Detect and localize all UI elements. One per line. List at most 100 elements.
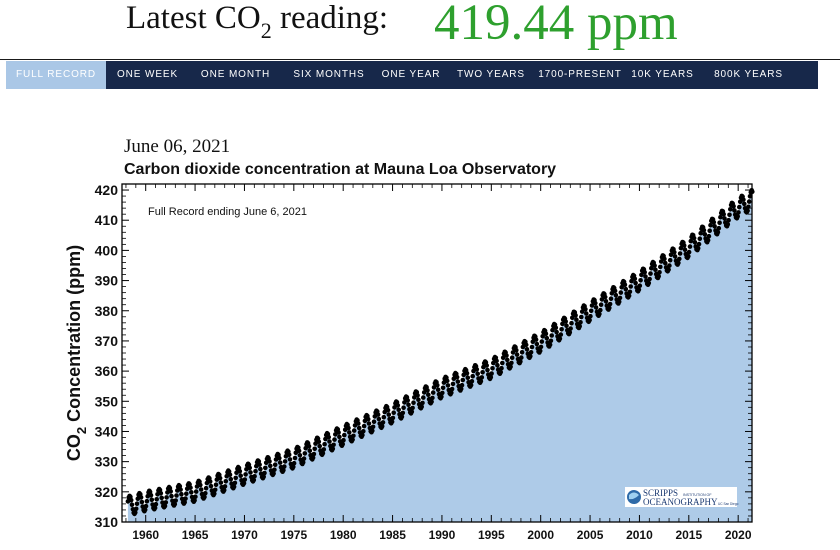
data-point [736, 210, 741, 215]
data-point [361, 423, 367, 429]
data-point [251, 477, 257, 483]
x-tick-label: 2015 [675, 528, 702, 542]
data-point [652, 263, 657, 268]
data-point [331, 442, 336, 448]
data-point [682, 247, 688, 252]
data-point [490, 366, 495, 371]
y-tick-label: 400 [95, 242, 119, 258]
data-point [435, 383, 440, 388]
tab-1700-present[interactable]: 1700-PRESENT [538, 69, 622, 80]
tab-one-year[interactable]: ONE YEAR [381, 69, 441, 80]
data-point [192, 498, 197, 503]
tab-six-months[interactable]: SIX MONTHS [293, 69, 365, 80]
data-point [257, 462, 262, 467]
data-point [182, 499, 187, 505]
data-point [389, 419, 395, 425]
data-point [238, 473, 243, 479]
data-point [499, 365, 504, 371]
data-point [286, 452, 292, 458]
data-point [330, 446, 336, 452]
data-point [742, 201, 747, 207]
data-point [548, 338, 554, 344]
data-point [133, 510, 138, 515]
data-point [530, 339, 536, 345]
tab-800k-years[interactable]: 800K YEARS [714, 69, 783, 80]
data-point [533, 337, 539, 342]
data-point [253, 468, 258, 474]
data-point [636, 287, 642, 292]
data-point [726, 217, 731, 223]
data-point [520, 344, 526, 350]
data-point [642, 270, 647, 275]
data-point [667, 257, 673, 263]
data-point [638, 278, 643, 283]
data-point [494, 358, 499, 364]
data-point [292, 455, 298, 461]
tab-full-record[interactable]: FULL RECORD [6, 61, 106, 89]
data-point [409, 409, 415, 415]
x-tick-label: 1985 [379, 528, 406, 542]
data-point [152, 505, 158, 511]
data-point [666, 267, 671, 272]
y-tick-label: 320 [95, 484, 119, 500]
data-point [514, 352, 520, 357]
data-point [172, 501, 178, 507]
data-point [550, 327, 555, 333]
data-point [356, 421, 361, 426]
data-point [613, 292, 619, 298]
data-point [459, 382, 465, 388]
data-point [696, 241, 702, 247]
data-point [716, 225, 722, 231]
data-point [702, 232, 708, 237]
tab-10k-years[interactable]: 10K YEARS [631, 69, 694, 80]
data-point [431, 385, 437, 390]
data-point [232, 480, 238, 486]
data-point [421, 390, 427, 395]
data-point [188, 485, 193, 491]
data-point [593, 300, 598, 306]
data-point [567, 330, 573, 335]
data-point [629, 278, 634, 284]
data-point [272, 462, 278, 468]
data-point [500, 360, 505, 366]
data-point [337, 434, 342, 440]
data-point [450, 381, 456, 387]
data-point [326, 434, 332, 440]
data-point [174, 493, 179, 498]
data-point [268, 463, 273, 469]
data-point [429, 399, 434, 405]
data-point [189, 494, 195, 500]
data-point [598, 302, 604, 308]
data-point [628, 284, 633, 289]
data-point [162, 503, 168, 509]
data-point [360, 432, 365, 438]
data-point [619, 284, 624, 290]
data-point [159, 495, 164, 501]
tab-two-years[interactable]: TWO YEARS [457, 69, 525, 80]
data-point [213, 482, 219, 488]
data-point [722, 216, 727, 221]
data-point [158, 491, 164, 496]
data-point [361, 429, 366, 434]
data-point [134, 501, 140, 507]
data-point [505, 357, 510, 363]
data-point [657, 270, 662, 275]
data-point [539, 339, 545, 344]
data-point [677, 251, 683, 256]
data-point [322, 441, 327, 447]
tab-one-week[interactable]: ONE WEEK [116, 69, 179, 80]
data-point [341, 437, 346, 443]
data-point [589, 303, 595, 308]
data-point [557, 336, 563, 341]
data-point [198, 487, 204, 492]
data-point [695, 246, 701, 251]
data-point [658, 259, 664, 264]
data-point [469, 379, 475, 384]
chart-title: Carbon dioxide concentration at Mauna Lo… [124, 161, 557, 178]
tab-one-month[interactable]: ONE MONTH [200, 69, 271, 80]
data-point [243, 472, 248, 477]
data-point [370, 428, 375, 434]
data-point [365, 416, 371, 422]
data-point [737, 204, 742, 210]
scripps-logo-line1-small: INSTITUTION OF [683, 493, 712, 497]
